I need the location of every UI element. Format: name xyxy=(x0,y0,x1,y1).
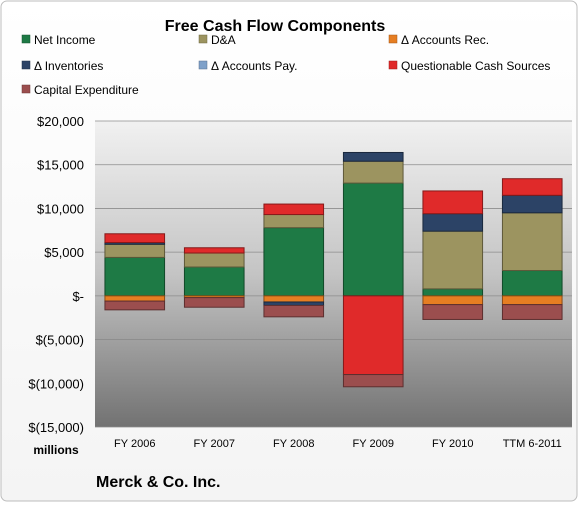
bars xyxy=(104,151,563,388)
bar-segment xyxy=(422,295,484,306)
y-tick-label: $15,000 xyxy=(37,158,84,173)
legend-swatch xyxy=(388,60,398,70)
x-tick-label: FY 2006 xyxy=(114,438,155,450)
legend-swatch xyxy=(21,60,31,70)
legend: Net Income D&A Δ Accounts Rec. Δ Inventorie… xyxy=(21,33,550,97)
bar-segment xyxy=(263,295,325,303)
y-tick-label: $5,000 xyxy=(44,245,84,260)
bar-segment xyxy=(501,270,563,297)
bar-segment xyxy=(104,233,166,244)
bar-segment xyxy=(342,160,404,184)
x-axis: FY 2006 FY 2007 FY 2008 FY 2009 FY 2010 TTM 6… xyxy=(114,438,562,450)
bar-segment xyxy=(422,288,484,297)
bar-segment xyxy=(183,252,245,268)
bar-segment xyxy=(263,214,325,229)
plot-area xyxy=(95,121,572,427)
bar-segment xyxy=(183,266,245,297)
y-tick-label: $(10,000) xyxy=(28,376,84,391)
legend-label: Net Income xyxy=(34,33,96,47)
legend-swatch xyxy=(198,34,208,44)
legend-swatch xyxy=(21,84,31,94)
y-axis: $20,000 $15,000 $10,000 $5,000 $- $(5,000) $(1… xyxy=(28,114,84,435)
gridlines xyxy=(95,120,572,428)
bar-segment xyxy=(104,295,166,302)
chart-title: Free Cash Flow Components xyxy=(165,18,386,35)
x-tick-label: TTM 6-2011 xyxy=(503,438,562,450)
bar-segment xyxy=(263,304,325,318)
y-tick-label: $(5,000) xyxy=(36,333,84,348)
bar-segment xyxy=(183,247,245,254)
bar-segment xyxy=(342,374,404,388)
x-tick-label: FY 2010 xyxy=(432,438,473,450)
y-tick-label: $10,000 xyxy=(37,201,84,216)
y-tick-label: $20,000 xyxy=(37,114,84,129)
bar-segment xyxy=(501,304,563,320)
bar-segment xyxy=(501,178,563,196)
bar-segment xyxy=(183,297,245,308)
bar-segment xyxy=(104,256,166,297)
bar-segment xyxy=(104,243,166,258)
bar-segment xyxy=(263,203,325,216)
legend-label: D&A xyxy=(211,33,236,47)
bar-segment xyxy=(501,295,563,306)
legend-label: Δ Accounts Rec. xyxy=(401,33,489,47)
legend-swatch xyxy=(198,60,208,70)
x-tick-label: FY 2009 xyxy=(353,438,394,450)
bar-segment xyxy=(342,182,404,297)
legend-label: Questionable Cash Sources xyxy=(401,59,550,73)
legend-label: Capital Expenditure xyxy=(34,83,139,97)
bar-segment xyxy=(422,213,484,232)
legend-swatch xyxy=(388,34,398,44)
bar-segment xyxy=(501,212,563,272)
company-footer: Merck & Co. Inc. xyxy=(96,474,220,491)
y-tick-label: $- xyxy=(72,289,84,304)
bar-segment xyxy=(263,301,325,306)
bar-segment xyxy=(104,300,166,311)
bar-segment xyxy=(263,227,325,297)
legend-swatch xyxy=(21,34,31,44)
bar-segment xyxy=(342,151,404,162)
bar-segment xyxy=(422,230,484,290)
bar-segment xyxy=(501,194,563,214)
legend-label: Δ Inventories xyxy=(34,59,103,73)
x-tick-label: FY 2007 xyxy=(194,438,235,450)
y-tick-label: $(15,000) xyxy=(28,420,84,435)
unit-label: millions xyxy=(33,443,79,457)
bar-segment xyxy=(422,304,484,320)
x-tick-label: FY 2008 xyxy=(273,438,314,450)
legend-label: Δ Accounts Pay. xyxy=(211,59,298,73)
bar-segment xyxy=(422,190,484,215)
bar-segment xyxy=(342,295,404,376)
